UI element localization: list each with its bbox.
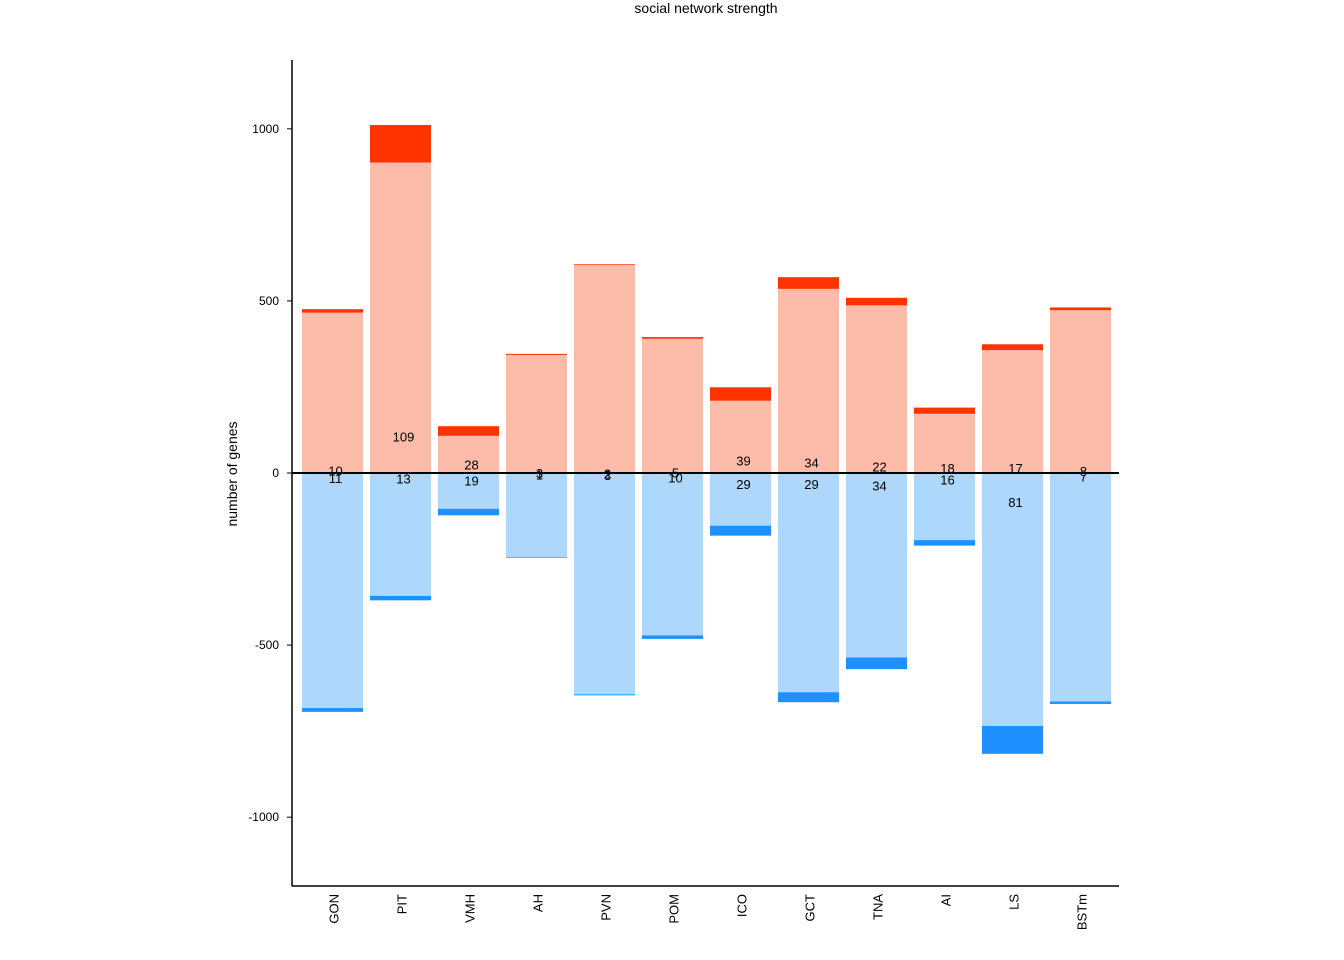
bar-up-dark-VMH [438,426,499,436]
category-label-GCT: GCT [803,894,818,922]
bar-up-dark-AH [506,353,567,355]
count-down-GON: 11 [329,471,343,486]
bar-down-dark-POM [642,635,703,639]
bar-down-light-VMH [438,473,499,509]
bar-up-dark-PIT [370,125,431,163]
bar-down-light-GCT [778,473,839,693]
bar-up-dark-ICO [710,387,771,401]
count-up-TNA: 22 [872,459,886,474]
category-label-GON: GON [327,894,342,924]
bar-down-light-TNA [846,473,907,658]
bar-up-light-PIT [370,162,431,474]
y-axis-label: number of genes [224,421,240,526]
bar-down-dark-AI [914,540,975,546]
category-label-TNA: TNA [871,894,886,920]
count-up-BSTm: 8 [1080,464,1087,479]
count-down-BSTm: 7 [1080,469,1087,484]
bar-down-dark-GCT [778,692,839,703]
bar-up-dark-AI [914,407,975,414]
category-label-AI: AI [939,894,954,906]
bar-down-light-POM [642,473,703,636]
count-up-PIT: 109 [393,429,415,444]
bar-down-light-PVN [574,473,635,695]
bar-up-light-GON [302,312,363,473]
bar-up-dark-PVN [574,264,635,265]
bar-up-light-LS [982,350,1043,473]
count-down-ICO: 29 [736,477,750,492]
bar-up-light-VMH [438,435,499,473]
bar-down-light-PIT [370,473,431,596]
bar-down-dark-VMH [438,508,499,516]
category-label-ICO: ICO [735,894,750,917]
bar-down-light-BSTm [1050,473,1111,702]
category-labels-layer: GON PIT VMH AH PVN POM ICO GCT TNA AI LS BSTm [327,894,1090,930]
category-label-AH: AH [531,894,546,912]
bar-down-light-AI [914,473,975,541]
category-label-BSTm: BSTm [1075,894,1090,930]
bar-up-light-PVN [574,264,635,473]
y-tick-label--500: -500 [255,638,279,652]
category-label-PIT: PIT [395,894,410,914]
bar-down-light-AH [506,473,567,558]
count-up-ICO: 39 [736,454,750,469]
count-down-PIT: 13 [396,471,410,486]
count-down-LS: 81 [1008,495,1022,510]
bar-down-dark-ICO [710,525,771,536]
chart-title: social network strength [634,0,777,16]
bars-layer [302,125,1111,754]
bar-down-dark-LS [982,725,1043,754]
y-tick-label--1000: -1000 [248,810,279,824]
bar-down-dark-PIT [370,595,431,601]
category-label-POM: POM [667,894,682,924]
bar-down-dark-PVN [574,694,635,696]
bar-up-dark-POM [642,337,703,339]
bar-up-dark-BSTm [1050,307,1111,311]
count-down-AH: 1 [536,467,543,482]
bar-up-dark-GCT [778,277,839,289]
count-down-VMH: 19 [464,474,478,489]
bar-down-dark-GON [302,708,363,712]
category-label-PVN: PVN [599,894,614,921]
bar-down-light-GON [302,473,363,709]
count-down-PVN: 3 [604,468,611,483]
count-down-TNA: 34 [872,479,886,494]
bar-up-light-ICO [710,400,771,473]
bar-up-light-AH [506,354,567,473]
y-tick-label-0: 0 [272,466,279,480]
bar-down-dark-TNA [846,657,907,670]
axes-layer: -1000 -500 0 500 1000 [248,60,1119,887]
bar-up-dark-TNA [846,297,907,306]
bar-down-light-LS [982,473,1043,726]
count-up-GON: 10 [328,464,342,479]
bar-up-light-AI [914,413,975,473]
count-up-GCT: 34 [804,455,818,470]
bar-up-dark-GON [302,309,363,313]
count-down-POM: 10 [668,470,682,485]
bar-up-light-GCT [778,288,839,473]
y-tick-label-500: 500 [259,294,279,308]
bar-up-light-TNA [846,305,907,473]
category-label-LS: LS [1007,894,1022,910]
bar-up-dark-LS [982,344,1043,351]
y-tick-label-1000: 1000 [252,122,279,136]
count-down-AI: 16 [940,473,954,488]
bar-up-light-POM [642,338,703,473]
count-down-GCT: 29 [804,477,818,492]
category-label-VMH: VMH [463,894,478,923]
bar-up-light-BSTm [1050,310,1111,473]
bar-down-light-ICO [710,473,771,526]
bar-down-dark-AH [506,557,567,558]
bar-down-dark-BSTm [1050,701,1111,704]
count-up-VMH: 28 [464,457,478,472]
